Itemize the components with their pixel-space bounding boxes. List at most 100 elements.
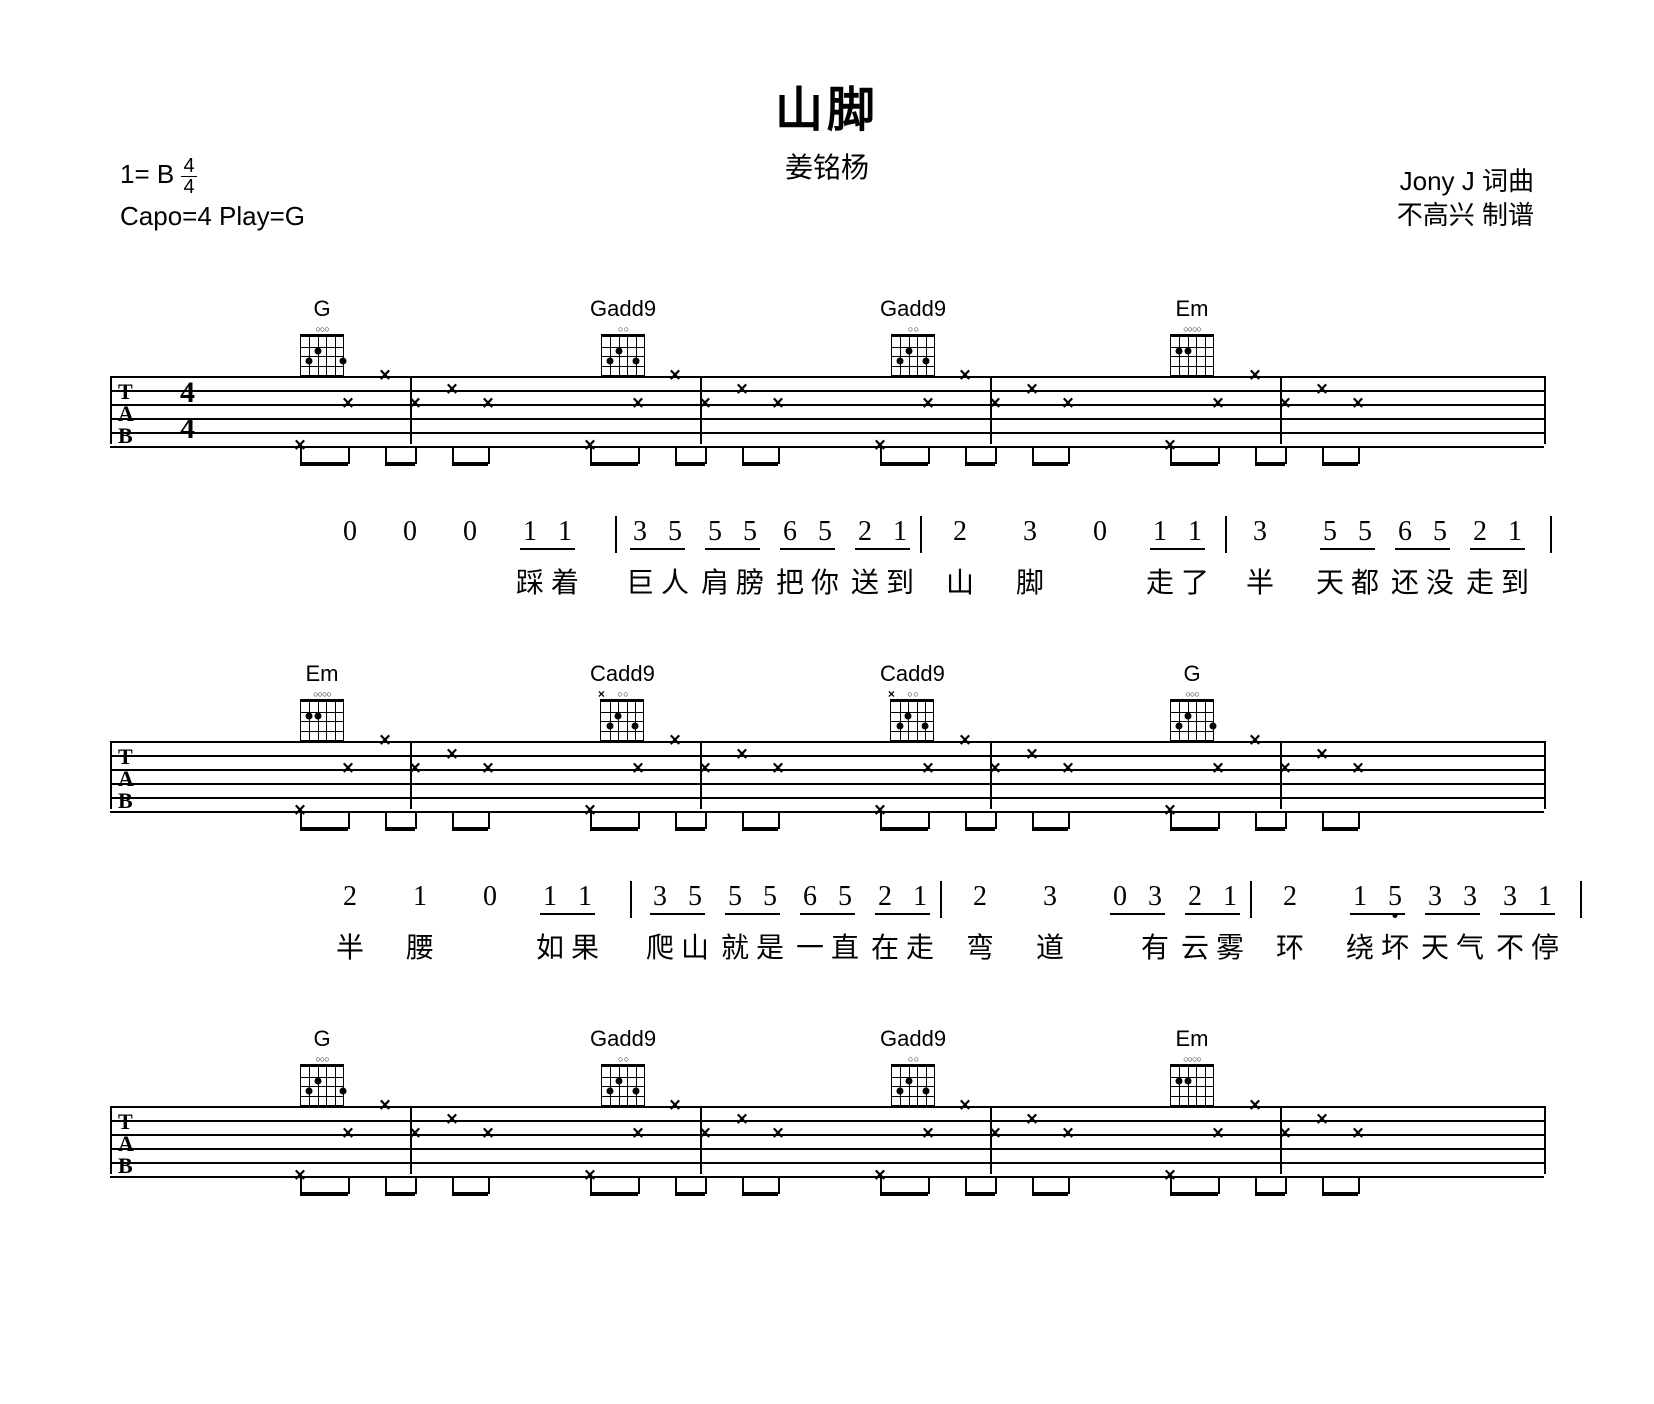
num-note: 5 <box>708 516 722 548</box>
num-note: 5 <box>1388 881 1402 913</box>
tab-note: × <box>379 730 391 753</box>
tab-note: × <box>669 1095 681 1118</box>
num-note: 1 <box>1223 881 1237 913</box>
title: 山脚 <box>110 70 1544 140</box>
chord-diagram: Em○○○○ <box>1170 296 1214 376</box>
chord-name: Gadd9 <box>880 1026 946 1052</box>
lyric: 着 <box>551 561 579 601</box>
tab-timesig-top: 4 <box>180 376 195 410</box>
tab-note: × <box>1316 379 1328 402</box>
tab-note: × <box>1026 379 1038 402</box>
tab-note: × <box>1062 758 1074 781</box>
lyric: 山 <box>946 561 974 601</box>
tab-note: × <box>1212 758 1224 781</box>
chord-grid <box>891 1064 935 1106</box>
chord-diagram: Gadd9○ ○ <box>590 296 656 376</box>
num-note: 3 <box>1463 881 1477 913</box>
tab-note: × <box>379 365 391 388</box>
lyric: 不 <box>1496 926 1524 966</box>
num-note: 5 <box>728 881 742 913</box>
num-note: 0 <box>1113 881 1127 913</box>
lyric-row: 踩着巨人肩膀把你送到山脚走了半天都还没走到 <box>110 561 1544 601</box>
chord-grid <box>300 1064 344 1106</box>
chord-grid <box>1170 699 1214 741</box>
num-note: 0 <box>1093 516 1107 548</box>
chord-grid <box>601 1064 645 1106</box>
chord-diagram: Em○○○○ <box>1170 1026 1214 1106</box>
tab-staff: TAB×××××××××××××××××××××××× <box>110 741 1544 831</box>
chord-name: G <box>300 296 344 322</box>
num-note: 2 <box>1283 881 1297 913</box>
num-note: 0 <box>463 516 477 548</box>
numbered-notation-row: 0001135556521230113556521 <box>110 516 1544 561</box>
chord-diagram: G○○○ <box>300 1026 344 1106</box>
tab-note: × <box>482 1123 494 1146</box>
chord-open-marks: ○ ○ <box>590 324 656 334</box>
lyric: 半 <box>336 926 364 966</box>
num-note: 2 <box>878 881 892 913</box>
num-note: 5 <box>818 516 832 548</box>
tab-note: × <box>959 365 971 388</box>
num-note: 6 <box>803 881 817 913</box>
lyric: 环 <box>1276 926 1304 966</box>
lyric: 天 <box>1421 926 1449 966</box>
num-note: 5 <box>838 881 852 913</box>
lyric: 气 <box>1456 926 1484 966</box>
tab-note: × <box>922 758 934 781</box>
tab-note: × <box>1249 365 1261 388</box>
tab-note: × <box>632 758 644 781</box>
num-note: 0 <box>403 516 417 548</box>
tab-note: × <box>1026 744 1038 767</box>
num-note: 1 <box>1353 881 1367 913</box>
chord-diagram: Gadd9○ ○ <box>880 296 946 376</box>
num-note: 1 <box>578 881 592 913</box>
lyric: 你 <box>811 561 839 601</box>
tab-note: × <box>1212 1123 1224 1146</box>
tab-staff: TAB×××××××××××××××××××××××× <box>110 1106 1544 1196</box>
tab-note: × <box>1212 393 1224 416</box>
chord-name: Gadd9 <box>880 296 946 322</box>
chord-grid <box>300 699 344 741</box>
tab-note: × <box>482 393 494 416</box>
lyric: 道 <box>1036 926 1064 966</box>
tab-note: × <box>446 379 458 402</box>
tab-clef: TAB <box>118 382 132 448</box>
num-note: 2 <box>1188 881 1202 913</box>
lyric: 走 <box>906 926 934 966</box>
chord-open-marks: ○○○ <box>300 324 344 334</box>
chord-name: G <box>1170 661 1214 687</box>
lyric: 还 <box>1391 561 1419 601</box>
lyric: 送 <box>851 561 879 601</box>
tab-note: × <box>736 1109 748 1132</box>
num-note: 1 <box>558 516 572 548</box>
lyric: 巨 <box>626 561 654 601</box>
num-note: 3 <box>1148 881 1162 913</box>
tab-note: × <box>1062 393 1074 416</box>
credit-1: Jony J 词曲 <box>1397 165 1534 199</box>
chord-name: Em <box>1170 296 1214 322</box>
chord-open-marks: ○ ○ <box>590 1054 656 1064</box>
chord-grid: × <box>600 699 644 741</box>
lyric: 腰 <box>406 926 434 966</box>
chord-open-marks: ○○○○ <box>300 689 344 699</box>
tab-note: × <box>379 1095 391 1118</box>
lyric: 天 <box>1316 561 1344 601</box>
meta-right: Jony J 词曲 不高兴 制谱 <box>1397 165 1534 233</box>
tab-note: × <box>772 393 784 416</box>
tab-note: × <box>772 758 784 781</box>
time-signature: 4 4 <box>181 156 196 197</box>
num-note: 3 <box>1253 516 1267 548</box>
lyric-row: 半腰如果爬山就是一直在走弯道有云雾环绕坏天气不停 <box>110 926 1544 966</box>
chord-row: G○○○Gadd9○ ○Gadd9○ ○Em○○○○ <box>110 1026 1544 1106</box>
chord-name: Cadd9 <box>880 661 945 687</box>
lyric: 果 <box>571 926 599 966</box>
chord-name: Em <box>1170 1026 1214 1052</box>
tab-note: × <box>959 730 971 753</box>
num-note: 5 <box>688 881 702 913</box>
lyric: 停 <box>1531 926 1559 966</box>
num-note: 5 <box>743 516 757 548</box>
num-note: 3 <box>633 516 647 548</box>
num-note: 0 <box>343 516 357 548</box>
tab-note: × <box>772 1123 784 1146</box>
tab-note: × <box>1352 393 1364 416</box>
